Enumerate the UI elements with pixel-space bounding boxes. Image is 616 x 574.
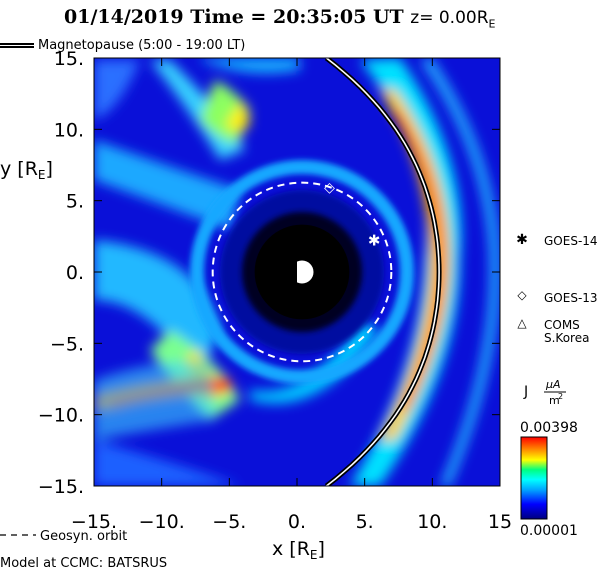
magnetopause-legend: Magnetopause (5:00 - 19:00 LT) bbox=[0, 38, 245, 53]
title-date: 01/14/2019 bbox=[64, 6, 184, 28]
colorbar-gradient bbox=[520, 436, 548, 520]
y-tick-label: 15. bbox=[54, 48, 84, 70]
y-axis-label: y [RE] bbox=[0, 158, 53, 182]
colorbar-max: 0.00398 bbox=[520, 420, 578, 436]
current-structures bbox=[94, 58, 500, 486]
colorbar: J μA m 2 0.00398 0.00001 bbox=[520, 378, 578, 539]
colorbar-min: 0.00001 bbox=[520, 523, 578, 539]
goes-13-legend-label: GOES-13 bbox=[544, 291, 598, 305]
x-axis: −15. −10. −5. 0. 5. 10. 15 bbox=[71, 58, 512, 533]
goes-13-marker-icon: ◇ bbox=[324, 180, 335, 196]
model-credit: Model at CCMC: BATSRUS bbox=[0, 556, 167, 571]
y-tick-label: −5. bbox=[50, 333, 84, 355]
inner-current-ring bbox=[190, 160, 414, 384]
x-tick-label: 10. bbox=[417, 511, 447, 533]
magnetopause-legend-line bbox=[0, 43, 34, 48]
satellite-legend: ✱ GOES-14 ◇ GOES-13 △ COMS S.Korea bbox=[516, 232, 597, 345]
goes-14-legend-label: GOES-14 bbox=[544, 234, 598, 248]
coms-legend-label: COMS S.Korea bbox=[544, 318, 589, 345]
goes-14-legend-icon: ✱ bbox=[516, 232, 528, 248]
y-tick-label: 10. bbox=[54, 119, 84, 141]
title-time: 20:35:05 UT bbox=[272, 6, 404, 28]
earth-night-half bbox=[285, 260, 297, 284]
magnetopause-legend-label: Magnetopause (5:00 - 19:00 LT) bbox=[38, 38, 246, 53]
title-time-label: Time = bbox=[190, 6, 267, 28]
goes-13-legend-icon: ◇ bbox=[517, 288, 527, 302]
y-tick-label: −15. bbox=[38, 476, 84, 498]
x-tick-label: −10. bbox=[139, 511, 185, 533]
geosync-orbit bbox=[211, 181, 393, 363]
geosync-legend: Geosyn. orbit bbox=[0, 529, 127, 544]
colorbar-unit-exp: 2 bbox=[558, 392, 563, 401]
x-tick-label: −15. bbox=[71, 511, 117, 533]
colorbar-label: J bbox=[523, 384, 528, 400]
y-tick-label: 5. bbox=[66, 191, 84, 213]
x-tick-label: 15 bbox=[488, 511, 512, 533]
y-axis: 15. 10. 5. 0. −5. −10. −15. bbox=[38, 48, 500, 498]
x-tick-label: 0. bbox=[288, 511, 306, 533]
magnetopause-line-inner bbox=[325, 58, 440, 486]
x-axis-label: x [RE] bbox=[272, 538, 325, 562]
heatmap-field: ✱ ◇ bbox=[94, 58, 500, 486]
title-z: z= 0.00RE bbox=[410, 8, 496, 31]
coms-legend-icon: △ bbox=[517, 316, 527, 330]
colorbar-unit-den: m bbox=[549, 394, 560, 407]
geosync-legend-label: Geosyn. orbit bbox=[40, 529, 127, 544]
y-tick-label: 0. bbox=[66, 262, 84, 284]
y-tick-label: −10. bbox=[38, 405, 84, 427]
colorbar-unit-num: μA bbox=[545, 378, 561, 391]
goes-14-marker-icon: ✱ bbox=[368, 232, 381, 250]
x-tick-label: −5. bbox=[212, 511, 246, 533]
x-tick-label: 5. bbox=[356, 511, 374, 533]
